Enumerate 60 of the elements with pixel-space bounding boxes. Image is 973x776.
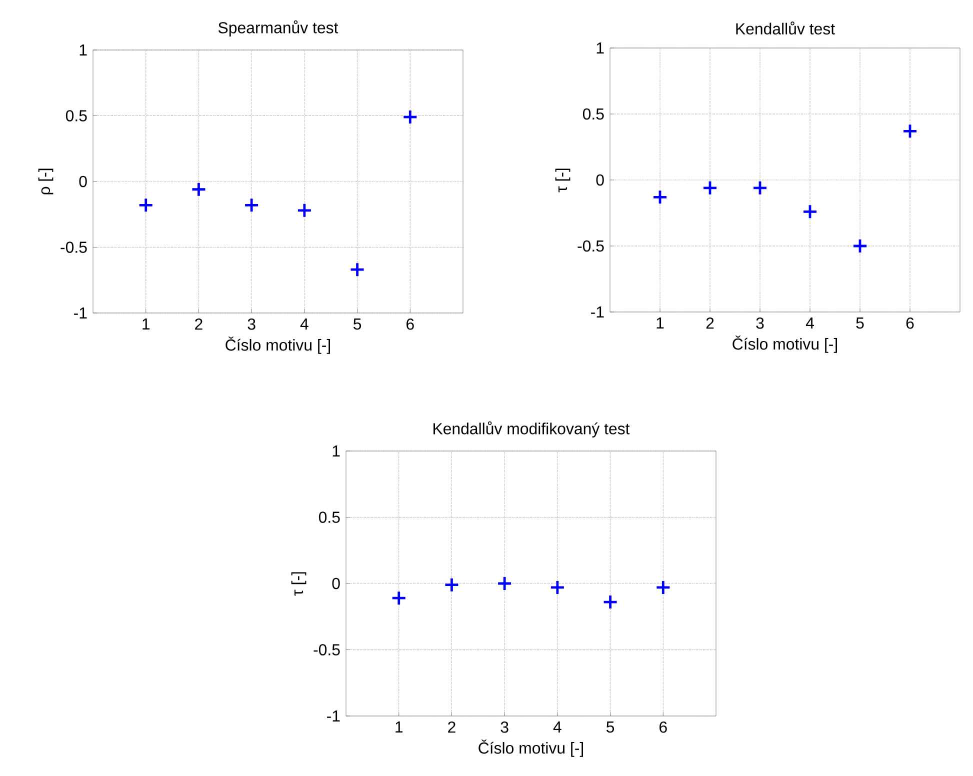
point (652, 189, 668, 205)
x-tick-label: 5 (353, 318, 362, 330)
x-axis-title: Číslo motivu [-] (732, 336, 837, 353)
x-axis-title: Číslo motivu [-] (478, 740, 583, 757)
point (550, 580, 566, 596)
point (602, 594, 618, 610)
point (802, 204, 818, 220)
y-tick-label: -1 (327, 710, 340, 722)
point (852, 238, 868, 254)
y-tick-label: 0.5 (318, 512, 340, 523)
chart-title: Spearmanův test (218, 20, 338, 37)
y-tick-label: 0.5 (582, 108, 604, 120)
x-tick-label: 4 (553, 722, 562, 732)
x-tick-label: 6 (906, 318, 914, 329)
point (402, 109, 418, 125)
x-tick-label: 4 (300, 318, 308, 330)
y-tick-label: -0.5 (314, 644, 340, 656)
point (391, 590, 407, 606)
x-tick-label: 4 (806, 318, 814, 328)
point (138, 197, 154, 213)
y-tick-label: -1 (591, 306, 604, 318)
point (444, 577, 460, 593)
y-tick-label: 1 (332, 446, 340, 456)
x-tick-label: 2 (706, 318, 714, 329)
point (191, 182, 206, 198)
point (296, 202, 312, 218)
x-tick-label: 1 (396, 722, 403, 732)
point (350, 262, 365, 278)
y-tick-label: 0 (332, 578, 340, 590)
x-tick-label: 2 (448, 722, 456, 733)
x-axis-title: Číslo motivu [-] (226, 336, 330, 354)
point (702, 180, 718, 196)
y-tick-label: 0.5 (66, 110, 87, 122)
point (244, 197, 260, 213)
x-tick-label: 5 (856, 318, 864, 329)
x-tick-label: 5 (606, 722, 614, 733)
x-tick-label: 6 (406, 318, 414, 330)
x-tick-label: 3 (756, 318, 764, 329)
y-axis-title: τ [-] (555, 168, 570, 192)
y-tick-label: 1 (596, 42, 604, 54)
y-tick-label: -0.5 (578, 240, 604, 252)
point (752, 180, 768, 196)
y-tick-label: 0 (596, 174, 604, 186)
y-tick-label: 0 (79, 176, 87, 188)
chart-title: Kendallův test (736, 22, 835, 35)
x-tick-label: 2 (195, 318, 202, 330)
y-tick-label: -0.5 (60, 242, 87, 253)
x-tick-label: 3 (248, 318, 256, 330)
point (496, 576, 512, 592)
y-tick-label: 1 (80, 44, 87, 56)
x-tick-label: 1 (142, 318, 150, 330)
y-tick-label: -1 (74, 308, 87, 318)
x-tick-label: 6 (660, 722, 667, 733)
chart-title: Kendallův modifikovaný test (434, 421, 630, 438)
point (902, 123, 918, 139)
y-axis-title: ρ [-] (38, 168, 54, 194)
y-axis-title: τ [-] (291, 572, 306, 596)
x-tick-label: 3 (500, 722, 508, 733)
x-tick-label: 1 (656, 318, 664, 328)
point (655, 580, 671, 596)
